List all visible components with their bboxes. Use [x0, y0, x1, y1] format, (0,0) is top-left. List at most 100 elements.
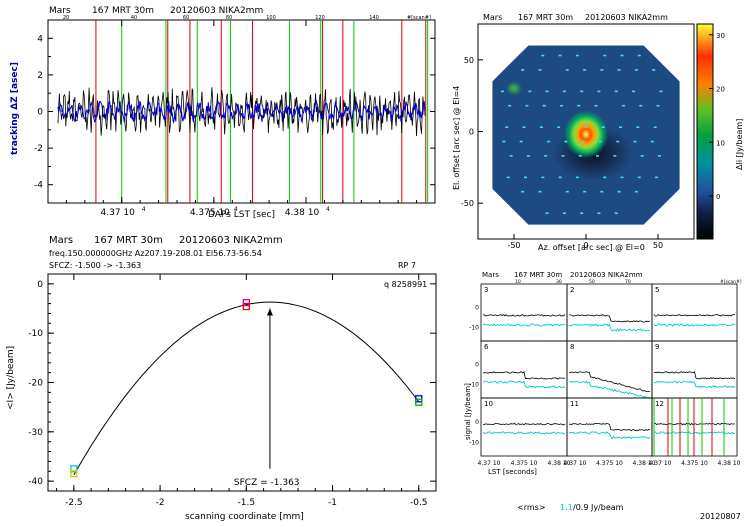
footer: <rms> 1.1 /0.9 Jy/beam 20120807 [517, 503, 741, 521]
focus-ytick-label-2: -20 [28, 379, 43, 389]
focus-q-label: q 8258991 [384, 280, 427, 289]
tracking-blue-series [57, 99, 426, 125]
focus-xtick-label-1: -2 [156, 498, 165, 508]
timeline-cell-frame [566, 283, 653, 342]
timeline-cell-8: 8 [566, 340, 653, 400]
timeline-ytick-label: 0 [475, 419, 479, 426]
map-xtick-label-0: -50 [507, 241, 520, 250]
tracking-y-ticks: 4 2 0 -2 -4 [34, 34, 435, 191]
tracking-xtick-exp-2: 4 [326, 206, 330, 213]
tracking-title-date: 20120603 NIKA2mm [170, 6, 263, 16]
focus-ylabel: <I> [Jy/beam] [6, 346, 16, 410]
timeline-black-trace [653, 314, 735, 317]
footer-rms-rest: /0.9 Jy/beam [573, 503, 624, 512]
map-colorbar [696, 23, 714, 240]
timeline-panel: Mars 167 MRT 30m 20120603 NIKA2mm 10 30 50… [464, 271, 742, 476]
focus-title-scan: 167 MRT 30m [94, 235, 163, 246]
map-y-ticks: 50 0 -50 [461, 56, 483, 208]
map-ytick-label-0: 50 [464, 56, 474, 65]
focus-xtick-label-0: -2.5 [65, 498, 83, 508]
timeline-title-date: 20120603 NIKA2mm [570, 271, 643, 279]
timeline-cyan-trace [482, 380, 566, 389]
tracking-top-scan-labels: 20 40 60 80 100 120 140 [63, 15, 379, 21]
focus-xtick-label-4: -0.5 [410, 498, 428, 508]
timeline-ytick-label: -10 [469, 325, 479, 332]
tracking-xtick-label-1: 4.375 10 [190, 208, 230, 218]
cbar-tick-label-3: 0 [716, 193, 720, 201]
timeline-cyan-trace [482, 431, 566, 435]
focus-info-line1: freq.150.000000GHz Az207.19-208.01 El56.… [49, 249, 262, 258]
map-title-left: Mars [483, 13, 502, 22]
timeline-xtick-label-1-0: 4.37 10 [564, 460, 587, 467]
tracking-xtick-label-2: 4.38 10 [285, 208, 320, 218]
timeline-black-trace [653, 371, 736, 380]
timeline-cell-11: 11 [566, 397, 653, 457]
tracking-lst-markers [95, 20, 429, 203]
focus-x-ticks: -2.5 -2 -1.5 -1 -0.5 [56, 274, 428, 508]
timeline-cell-9: 9 [651, 340, 738, 399]
map-xtick-label-1: 0 [583, 241, 588, 250]
timeline-ytick-label: -10 [469, 439, 479, 446]
tracking-top-caption: #[scan#] [407, 15, 431, 21]
map-source [564, 110, 608, 159]
map-ytick-label-2: -50 [461, 199, 474, 208]
tracking-ylabel: tracking ΔZ [asec] [10, 62, 20, 155]
timeline-cell-id: 9 [655, 343, 659, 351]
timeline-cell-6: 6 0 -10 [469, 340, 568, 399]
tracking-x-ticks: 4.37 10 4 4.375 10 4 4.38 10 4 [65, 20, 418, 218]
timeline-cell-id: 11 [570, 400, 579, 408]
timeline-cell-12: 12 [651, 397, 738, 457]
focus-arrowhead [266, 308, 273, 316]
cbar-tick-label-0: 30 [716, 32, 725, 40]
tracking-ytick-label-0: 4 [37, 34, 43, 44]
focus-y-ticks: 0 -10 -20 -30 -40 [28, 280, 436, 487]
timeline-cell-frame [480, 283, 568, 342]
tracking-top-label-5: 120 [315, 15, 325, 21]
timeline-xtick-label-0-0: 4.37 10 [478, 460, 501, 467]
focus-rp: RP 7 [398, 261, 416, 270]
focus-xtick-label-3: -1 [328, 498, 337, 508]
timeline-cyan-trace [568, 380, 651, 400]
focus-point-1 [70, 470, 78, 478]
cbar-tick-label-1: 20 [716, 86, 725, 94]
focus-title-left: Mars [49, 235, 73, 246]
timeline-black-trace [568, 314, 651, 323]
timeline-cell-id: 10 [484, 400, 493, 408]
focus-point-0 [70, 465, 78, 473]
timeline-cell-10: 10 0 -10 [469, 397, 568, 457]
timeline-top-label-2: 50 [589, 279, 595, 285]
tracking-ytick-label-4: -4 [34, 181, 43, 191]
tracking-top-label-0: 20 [63, 15, 69, 21]
timeline-top-label-0: 10 [515, 279, 521, 285]
tracking-ytick-label-1: 2 [37, 71, 43, 81]
timeline-black-trace [482, 422, 566, 426]
timeline-ytick-label: -10 [469, 382, 479, 389]
tracking-title-left: Mars [49, 6, 71, 16]
map-title-date: 20120603 NIKA2mm [585, 13, 668, 22]
focus-xtick-label-2: -1.5 [238, 498, 256, 508]
timeline-cell-5: 5 [651, 283, 738, 342]
tracking-xtick-label-0: 4.37 10 [101, 208, 136, 218]
tracking-xtick-exp-0: 4 [142, 206, 146, 213]
focus-ytick-label-0: 0 [37, 280, 43, 290]
timeline-title-left: Mars [482, 271, 499, 279]
map-ylabel: El. offset [arc sec] @ El=4 [452, 86, 461, 190]
map-title-scan: 167 MRT 30m [518, 13, 573, 22]
timeline-xtick-label-2-0: 4.37 10 [649, 460, 672, 467]
timeline-cell-frame [480, 397, 568, 457]
timeline-black-trace [482, 371, 566, 380]
footer-date: 20120807 [700, 512, 741, 521]
timeline-top-label-1: 30 [556, 279, 562, 285]
tracking-title-scan: 167 MRT 30m [92, 6, 154, 16]
timeline-cell-3: 3 0 -10 [469, 283, 568, 342]
footer-prefix: <rms> [517, 503, 546, 512]
tracking-ytick-label-3: -2 [34, 144, 43, 154]
timeline-cell-id: 6 [484, 343, 489, 351]
focus-panel: Mars 167 MRT 30m 20120603 NIKA2mm freq.1… [6, 235, 437, 522]
timeline-top-label-4: #[scan#] [720, 279, 742, 285]
timeline-black-trace [568, 371, 651, 393]
timeline-black-trace [482, 314, 566, 317]
timeline-xtick-label-0-1: 4.375 10 [511, 460, 538, 467]
map-xtick-label-2: 50 [653, 241, 663, 250]
